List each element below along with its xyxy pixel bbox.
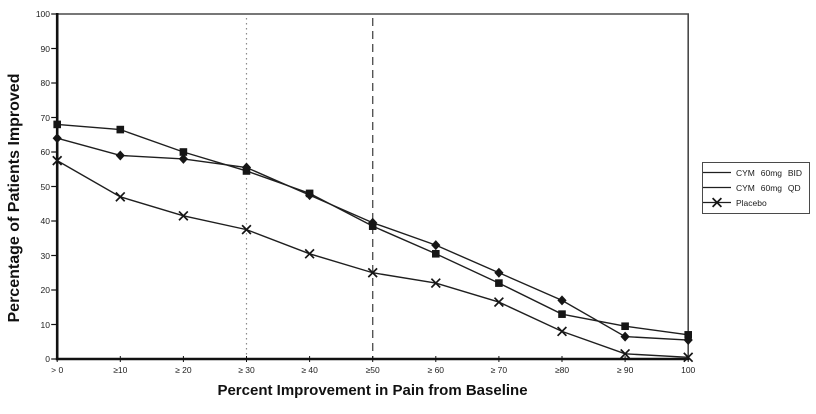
y-tick-label: 50 (40, 181, 50, 192)
square-marker (116, 125, 125, 134)
diamond-marker (52, 133, 62, 144)
y-tick-label: 90 (40, 43, 50, 54)
x-tick-label: 100 (681, 365, 696, 375)
x-marker (304, 248, 315, 259)
x-marker (620, 348, 631, 359)
diamond-marker (368, 217, 378, 228)
diamond-marker (620, 331, 630, 342)
legend-swatch (703, 197, 731, 208)
plot-border (57, 13, 689, 359)
diamond-marker (178, 153, 188, 164)
square-marker (621, 322, 629, 331)
x-marker (556, 326, 568, 337)
y-tick-label: 10 (40, 319, 50, 330)
x-marker (178, 210, 189, 221)
x-tick-label: ≥ 90 (616, 365, 634, 375)
diamond-marker (241, 162, 252, 173)
square-marker (684, 331, 692, 339)
chart-legend: CYM 60mg BID CYM 60mg QD Placebo (702, 162, 810, 214)
x-tick-label: ≥ 60 (427, 365, 445, 375)
legend-label: CYM 60mg BID (736, 167, 803, 178)
square-marker (432, 249, 440, 258)
diamond-marker (431, 240, 441, 251)
y-tick-label: 70 (40, 112, 50, 123)
diamond-marker (305, 190, 315, 201)
diamond-marker (557, 295, 567, 306)
x-tick-label: ≥80 (554, 365, 570, 375)
legend-label: CYM 60mg QD (736, 182, 801, 193)
y-tick-label: 0 (45, 354, 50, 364)
x-tick-label: ≥ 30 (238, 365, 255, 375)
x-tick-label: ≥50 (365, 365, 380, 375)
legend-swatch (703, 171, 731, 174)
x-marker (367, 267, 378, 278)
x-tick-label: ≥10 (113, 365, 128, 375)
square-marker (179, 148, 188, 156)
x-axis-title: Percent Improvement in Pain from Baselin… (217, 382, 528, 399)
y-tick-label: 40 (40, 216, 50, 226)
legend-item-cym-60mg-qd: CYM 60mg QD (703, 180, 809, 195)
x-tick-label: ≥ 40 (301, 365, 318, 375)
x-marker (115, 191, 126, 202)
diamond-marker (115, 150, 125, 161)
square-marker (558, 310, 566, 318)
x-marker (683, 352, 694, 363)
y-tick-label: 100 (35, 9, 50, 19)
x-marker (241, 224, 252, 235)
y-tick-label: 20 (40, 285, 50, 295)
legend-item-placebo: Placebo (703, 195, 809, 210)
legend-item-cym-60mg-bid: CYM 60mg BID (703, 165, 809, 180)
y-tick-label: 80 (40, 78, 50, 88)
y-tick-label: 60 (40, 147, 50, 157)
x-tick-label: ≥ 70 (490, 365, 508, 375)
diamond-marker (494, 267, 504, 278)
x-marker (430, 278, 441, 289)
diamond-marker (683, 335, 693, 346)
square-marker (53, 120, 61, 129)
x-tick-label: > 0 (51, 365, 64, 375)
legend-swatch (703, 186, 731, 189)
x-marker (52, 155, 63, 166)
x-marker (711, 197, 723, 208)
legend-label: Placebo (736, 197, 767, 208)
y-tick-label: 30 (40, 250, 50, 261)
x-tick-label: ≥ 20 (175, 365, 192, 375)
square-marker (495, 279, 503, 287)
x-marker (493, 297, 504, 308)
